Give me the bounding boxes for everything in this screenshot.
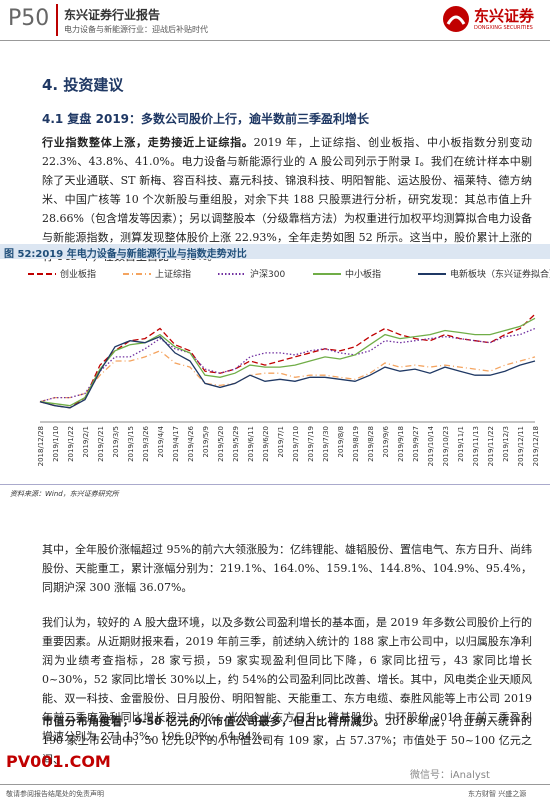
text: 我们认为，较好的 A 股大盘环境，以及多数公司盈利增长的基本面，是 2019 年… — [42, 616, 532, 743]
lead: 行业指数整体上涨，走势接近上证综指。 — [42, 136, 254, 149]
section-heading: 4. 投资建议 — [42, 76, 124, 94]
x-tick-label: 2019/11/13 — [472, 426, 480, 466]
legend-label: 创业板指 — [60, 268, 96, 280]
x-tick-label: 2019/6/11 — [247, 426, 255, 462]
figure-rule — [0, 484, 550, 485]
logo-en: DONGXING SECURITIES — [474, 25, 533, 31]
x-tick-label: 2019/10/14 — [427, 425, 435, 466]
x-tick-label: 2019/5/20 — [217, 426, 225, 462]
x-tick-label: 2019/2/1 — [82, 426, 90, 457]
x-tick-label: 2019/7/30 — [322, 426, 330, 462]
x-tick-label: 2019/1/10 — [52, 426, 60, 462]
x-tick-label: 2019/9/27 — [412, 426, 420, 462]
x-tick-label: 2019/7/1 — [277, 426, 285, 457]
paragraph: 我们认为，较好的 A 股大盘环境，以及多数公司盈利增长的基本面，是 2019 年… — [42, 613, 532, 746]
divider — [56, 4, 58, 36]
figure-source: 资料来源：Wind，东兴证券研究所 — [10, 490, 119, 498]
x-tick-label: 2019/3/5 — [112, 426, 120, 457]
legend-label: 上证综指 — [155, 268, 191, 280]
footer-rule — [0, 784, 550, 785]
legend-label: 沪深300 — [250, 268, 285, 280]
figure-caption: 图 52:2019 年电力设备与新能源行业与指数走势对比 — [4, 249, 247, 260]
x-tick-label: 2019/2/21 — [97, 426, 105, 462]
x-tick-label: 2019/7/19 — [307, 426, 315, 462]
x-tick-label: 2019/5/29 — [232, 426, 240, 462]
report-title: 东兴证券行业报告 — [64, 8, 161, 22]
x-tick-label: 2019/12/3 — [502, 426, 510, 462]
paragraph: 市值分布角度看，9-50 亿元的小市值公司最多，但占比有所减少。2018 年底，… — [42, 712, 532, 769]
legend-label: 电新板块（东兴证券拟合） — [450, 268, 550, 280]
x-tick-label: 2019/12/18 — [532, 426, 540, 466]
series-line — [39, 335, 536, 409]
watermark: PV001.COM — [6, 752, 111, 771]
x-tick-label: 2019/3/15 — [127, 426, 135, 462]
legend-label: 中小板指 — [345, 268, 381, 280]
x-tick-label: 2019/11/1 — [457, 426, 465, 462]
x-tick-label: 2019/4/4 — [157, 425, 165, 457]
x-tick-label: 2019/9/6 — [382, 425, 390, 457]
series-line — [39, 327, 536, 403]
subsection-heading: 4.1 复盘 2019：多数公司股价上行，逾半数前三季盈利增长 — [42, 112, 370, 126]
series-line — [39, 313, 536, 409]
caption-bar — [0, 244, 550, 259]
report-subtitle: 电力设备与新能源行业：迎战后补贴时代 — [64, 25, 208, 34]
wechat: 微信号：iAnalyst — [410, 770, 490, 781]
x-tick-label: 2019/6/20 — [262, 426, 270, 462]
series-line — [39, 317, 536, 407]
x-tick-label: 2019/9/18 — [397, 426, 405, 462]
header-rule — [0, 40, 550, 41]
slogan: 东方财智 兴盛之源 — [468, 790, 527, 798]
x-tick-label: 2019/3/26 — [142, 425, 150, 461]
logo-icon — [443, 6, 469, 32]
logo-text: 东兴证券 — [474, 7, 535, 25]
x-tick-label: 2019/8/28 — [367, 426, 375, 462]
x-tick-label: 2018/12/28 — [37, 426, 45, 466]
x-tick-label: 2019/4/26 — [187, 425, 195, 461]
paragraph: 其中，全年股价涨幅超过 95%的前六大领涨股为：亿纬锂能、雄韬股份、置信电气、东… — [42, 540, 532, 597]
x-tick-label: 2019/10/23 — [442, 426, 450, 466]
text: 其中，全年股价涨幅超过 95%的前六大领涨股为：亿纬锂能、雄韬股份、置信电气、东… — [42, 543, 532, 594]
disclaimer: 敬请参阅报告结尾处的免责声明 — [6, 790, 104, 798]
x-tick-label: 2019/5/9 — [202, 426, 210, 457]
x-tick-label: 2019/12/11 — [517, 426, 525, 466]
x-tick-label: 2019/4/17 — [172, 426, 180, 462]
x-tick-label: 2019/7/10 — [292, 426, 300, 462]
page-number: P50 — [8, 6, 50, 31]
lead: 市值分布角度看，9-50 亿元的小市值公司最多，但占比有所减少。 — [42, 715, 386, 728]
x-tick-label: 2019/8/19 — [352, 426, 360, 462]
chart: 2018/12/28 2019/1/10 2019/1/22 2019/2/1 2019… — [28, 268, 550, 466]
x-tick-label: 2019/1/22 — [67, 426, 75, 462]
x-tick-label: 2019/8/8 — [337, 426, 345, 457]
x-tick-label: 2019/11/22 — [487, 426, 495, 466]
text: 2018 年底，行业纳入统计的 190 家上市公司中，50 亿元以下的小市值公司… — [42, 715, 532, 766]
